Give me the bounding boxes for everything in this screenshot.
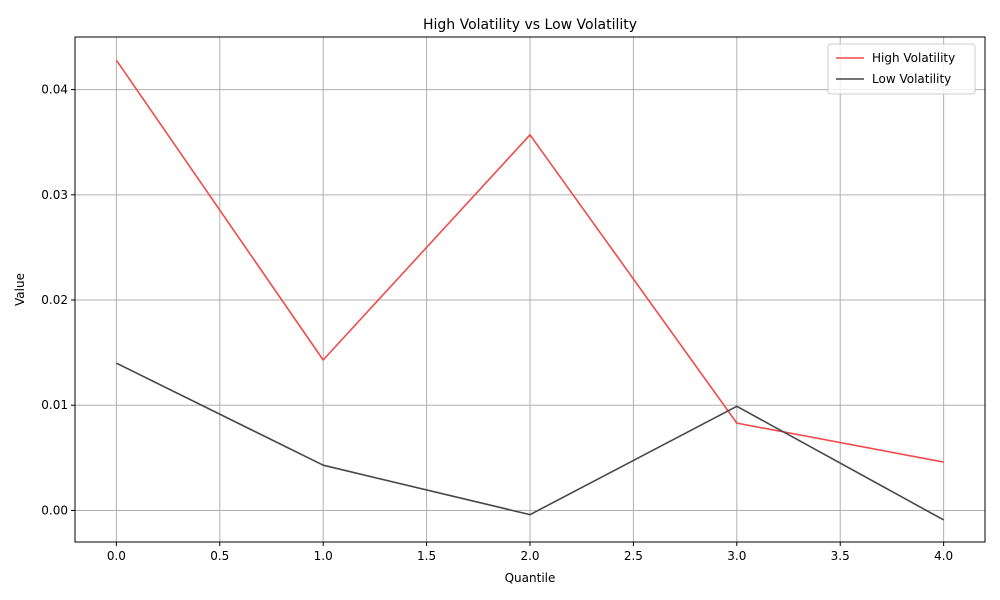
x-tick-label: 1.5 (417, 549, 436, 563)
x-tick-label: 4.0 (934, 549, 953, 563)
x-tick-label: 1.0 (314, 549, 333, 563)
legend-box (827, 43, 976, 95)
y-tick-label: 0.02 (41, 293, 68, 307)
series-line-low-volatility (116, 362, 945, 521)
x-tick-label: 3.5 (831, 549, 850, 563)
y-tick-label: 0.04 (41, 83, 68, 97)
y-tick-label: 0.03 (41, 188, 68, 202)
series-line-high-volatility (115, 59, 944, 463)
y-tick-label: 0.00 (41, 503, 68, 517)
x-tick-label: 3.0 (727, 549, 746, 563)
x-axis-label: Quantile (505, 571, 556, 585)
chart-title: High Volatility vs Low Volatility (423, 17, 637, 33)
series-lines (115, 59, 945, 521)
legend: High Volatility Low Volatility (827, 43, 976, 95)
legend-label: Low Volatility (872, 72, 951, 86)
y-axis: 0.00 0.01 0.02 0.03 0.04 (41, 83, 75, 517)
x-tick-label: 0.5 (210, 549, 229, 563)
y-tick-label: 0.01 (41, 398, 68, 412)
y-axis-label: Value (13, 273, 27, 306)
legend-label: High Volatility (872, 51, 955, 65)
x-tick-label: 2.0 (520, 549, 539, 563)
x-tick-label: 0.0 (107, 549, 126, 563)
x-tick-label: 2.5 (624, 549, 643, 563)
grid (75, 37, 985, 542)
x-axis: 0.0 0.5 1.0 1.5 2.0 2.5 3.0 3.5 4.0 (107, 542, 953, 563)
